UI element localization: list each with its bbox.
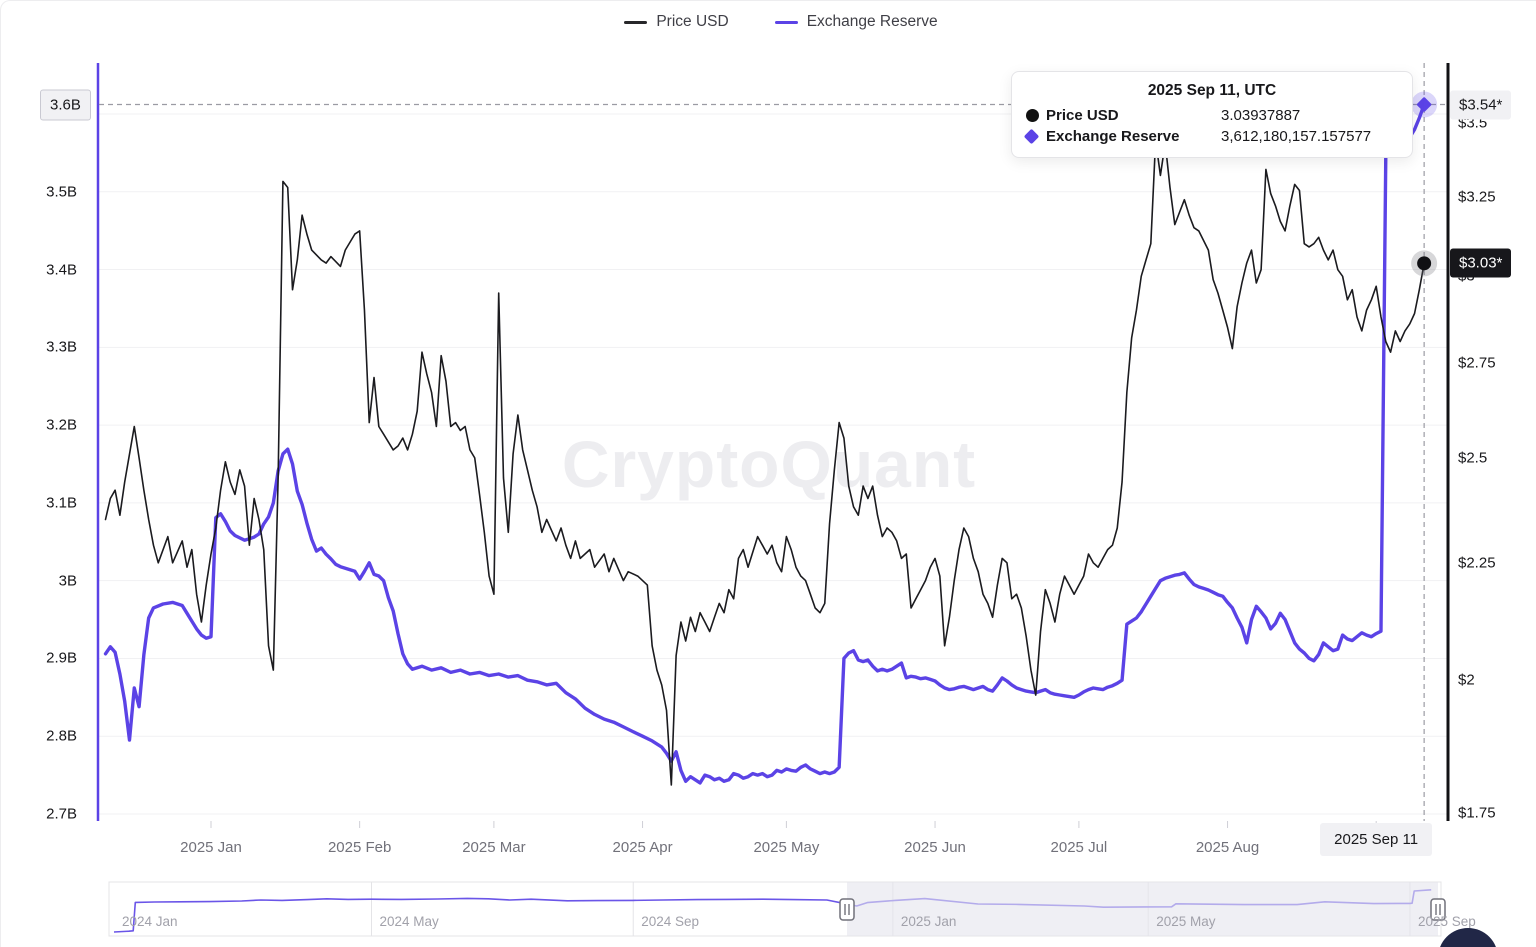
- x-axis-tick: 2025 Feb: [327, 839, 392, 856]
- navigator-label: 2024 May: [379, 914, 439, 929]
- tooltip-series-label: Price USD: [1046, 107, 1119, 124]
- tooltip-date-title: 2025 Sep 11, UTC: [1147, 82, 1277, 99]
- crosshair-date-badge: 2025 Sep 11: [1320, 823, 1433, 856]
- reserve-diamond-marker: [1416, 97, 1432, 112]
- legend-item-price[interactable]: Price USD: [624, 13, 729, 31]
- x-axis-tick: 2025 Mar: [462, 839, 526, 856]
- y-axis-tick-right: $2.25: [1458, 554, 1496, 572]
- diamond-marker-icon: [1023, 128, 1046, 145]
- tooltip-series-label: Exchange Reserve: [1046, 128, 1180, 145]
- y-axis-tick-right: $3.25: [1458, 188, 1496, 206]
- y-axis-tick-right: $2.75: [1458, 354, 1496, 372]
- navigator-label: 2025 Jan: [900, 914, 957, 929]
- cryptoquant-watermark: CryptoQuant: [561, 427, 977, 501]
- x-axis-tick: 2025 Aug: [1195, 839, 1260, 856]
- y-axis-tick-left: 3.4B: [46, 261, 77, 279]
- x-axis-tick: 2025 Jan: [180, 839, 242, 856]
- navigator-handle-left[interactable]: [839, 898, 855, 921]
- series-line: [104, 139, 1425, 786]
- navigator-selection[interactable]: [847, 882, 1438, 936]
- y-axis-tick-right: $2.5: [1458, 449, 1488, 467]
- navigator-label: 2025 May: [1156, 914, 1216, 929]
- navigator-label: 2024 Jan: [122, 914, 178, 929]
- series-line: [103, 102, 1426, 785]
- y-axis-tick-left: 3.3B: [46, 338, 77, 356]
- legend: Price USD Exchange Reserve: [1, 13, 1536, 31]
- y-axis-tick-left: 2.8B: [46, 727, 77, 745]
- y-axis-tick-left: 3B: [58, 572, 77, 590]
- tooltip-series-value: 3,612,180,157.157577: [1221, 128, 1372, 145]
- x-axis-tick: 2025 Apr: [612, 839, 673, 856]
- y-axis-tick-left: 3.1B: [46, 494, 77, 512]
- x-axis-tick: 2025 Jul: [1050, 839, 1108, 856]
- x-axis-tick: 2025 Jun: [904, 839, 966, 856]
- tooltip-row-price: Price USD 3.03937887: [1026, 107, 1398, 124]
- y-axis-tick-left: 2.7B: [46, 805, 77, 823]
- tooltip-row-reserve: Exchange Reserve 3,612,180,157.157577: [1023, 128, 1398, 145]
- y-axis-tick-right: $2: [1458, 671, 1475, 689]
- price-line-swatch-icon: [624, 20, 648, 24]
- circle-marker-icon: [1026, 109, 1046, 122]
- tooltip: 2025 Sep 11, UTC Price USD 3.03937887 Ex…: [1011, 71, 1413, 158]
- y-axis-tick-left: 3.5B: [46, 183, 77, 201]
- legend-label: Exchange Reserve: [806, 13, 938, 30]
- reserve-axis-badge: 3.6B: [40, 89, 91, 120]
- price-last-value-badge: $3.03*: [1450, 248, 1512, 278]
- legend-label: Price USD: [656, 13, 729, 30]
- navigator-label: 2025 Sep: [1417, 914, 1476, 929]
- y-axis-tick-left: 2.9B: [46, 649, 77, 667]
- legend-item-reserve[interactable]: Exchange Reserve: [774, 13, 938, 31]
- y-axis-tick-left: 3.2B: [46, 416, 77, 434]
- y-axis-tick-right: $1.75: [1458, 804, 1496, 822]
- navigator-handle-right[interactable]: [1430, 898, 1446, 921]
- x-axis-tick: 2025 May: [753, 839, 820, 856]
- chat-fab-button[interactable]: [1438, 928, 1498, 947]
- reserve-line-swatch-icon: [774, 20, 798, 24]
- navigator-label: 2024 Sep: [641, 914, 700, 929]
- price-circle-marker: [1417, 256, 1432, 271]
- tooltip-series-value: 3.03937887: [1221, 107, 1301, 124]
- reserve-value-on-price-axis-badge: $3.54*: [1450, 90, 1512, 119]
